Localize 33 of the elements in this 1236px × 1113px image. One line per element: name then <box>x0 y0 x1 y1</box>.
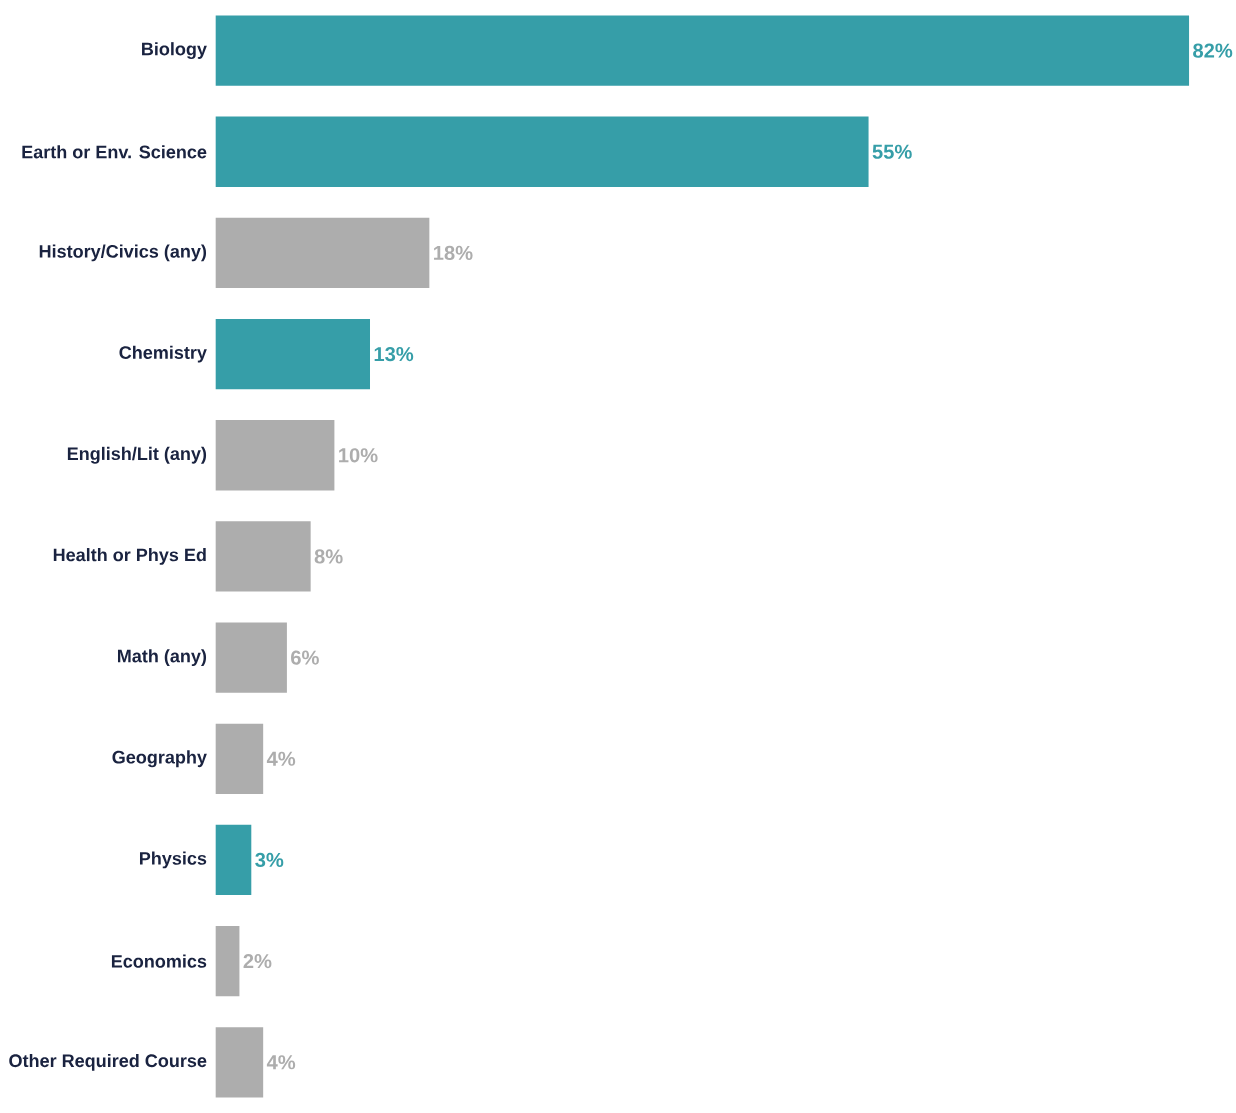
y-tick-label: Math (any) <box>117 649 207 667</box>
bar <box>215 622 287 693</box>
y-tick-label: English/Lit (any) <box>67 446 207 464</box>
y-tick-label: Other Required Course <box>9 1053 207 1071</box>
y-tick-label: Health or Phys Ed <box>53 548 206 565</box>
bar <box>215 824 252 896</box>
y-tick-label: Geography <box>112 750 207 768</box>
data-label: 4% <box>266 751 296 766</box>
data-label: 18% <box>434 245 473 261</box>
data-label: 3% <box>255 852 284 868</box>
data-label: 2% <box>243 954 272 969</box>
y-tick-label: Biology <box>142 42 207 60</box>
bar <box>215 926 240 997</box>
bar <box>215 723 264 794</box>
data-label: 6% <box>291 650 319 665</box>
y-tick-label: Chemistry <box>119 345 207 363</box>
data-label: 4% <box>266 1055 296 1070</box>
y-tick-label: Economics <box>111 954 207 968</box>
data-label: 10% <box>339 448 378 463</box>
y-tick-label: Physics <box>139 851 207 869</box>
bar <box>215 116 869 187</box>
bar <box>215 420 335 491</box>
bar <box>215 1027 264 1098</box>
data-label: 82% <box>1193 43 1233 58</box>
y-tick-label: Earth or Env. Science <box>22 145 207 159</box>
y-tick-label: History/Civics (any) <box>39 244 207 262</box>
bar <box>215 217 430 289</box>
bar <box>215 15 1190 86</box>
data-label: 55% <box>872 144 912 159</box>
data-label: 8% <box>314 549 343 564</box>
bar <box>215 521 311 592</box>
data-label: 13% <box>374 347 414 362</box>
bar <box>215 319 370 390</box>
